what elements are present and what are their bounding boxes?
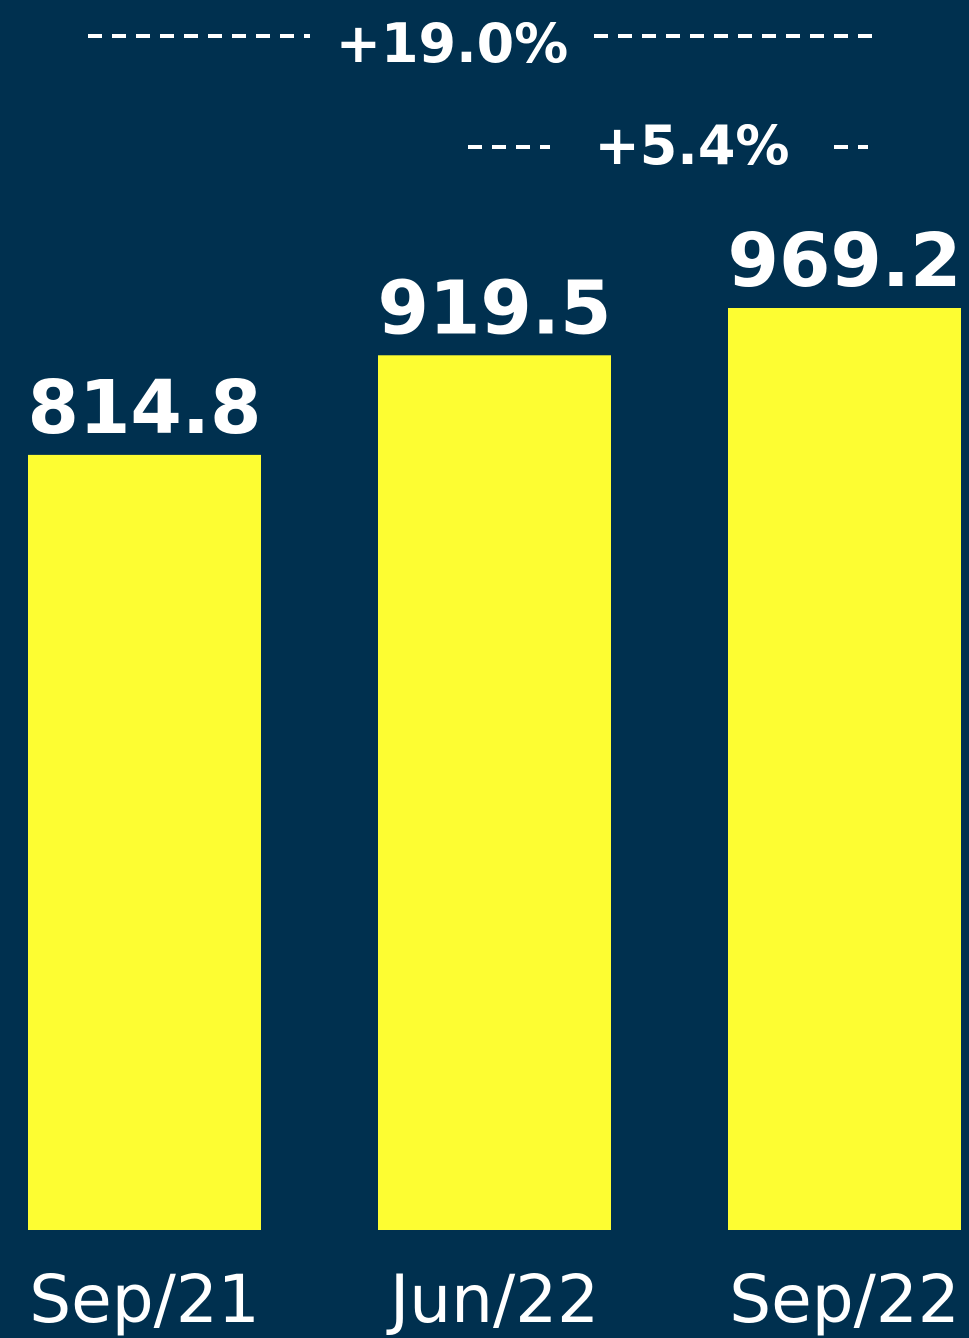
x-axis-tick-labels: Sep/21 Jun/22 Sep/22 [29, 1261, 960, 1338]
bar-sep-21 [28, 454, 261, 1230]
value-label-jun-22: 919.5 [377, 265, 611, 351]
growth-annotations: +19.0% +5.4% [88, 12, 878, 177]
value-label-sep-21: 814.8 [27, 365, 261, 451]
x-tick-label-sep-21: Sep/21 [29, 1261, 260, 1338]
bar-series [28, 308, 961, 1230]
growth-label-recent: +5.4% [594, 114, 789, 177]
bar-sep-22 [728, 308, 961, 1230]
bar-jun-22 [378, 355, 611, 1230]
value-label-sep-22: 969.2 [727, 218, 961, 304]
value-labels: 814.8 919.5 969.2 [27, 218, 961, 451]
x-tick-label-jun-22: Jun/22 [386, 1261, 599, 1338]
growth-label-total: +19.0% [336, 12, 569, 75]
x-tick-label-sep-22: Sep/22 [729, 1261, 960, 1338]
